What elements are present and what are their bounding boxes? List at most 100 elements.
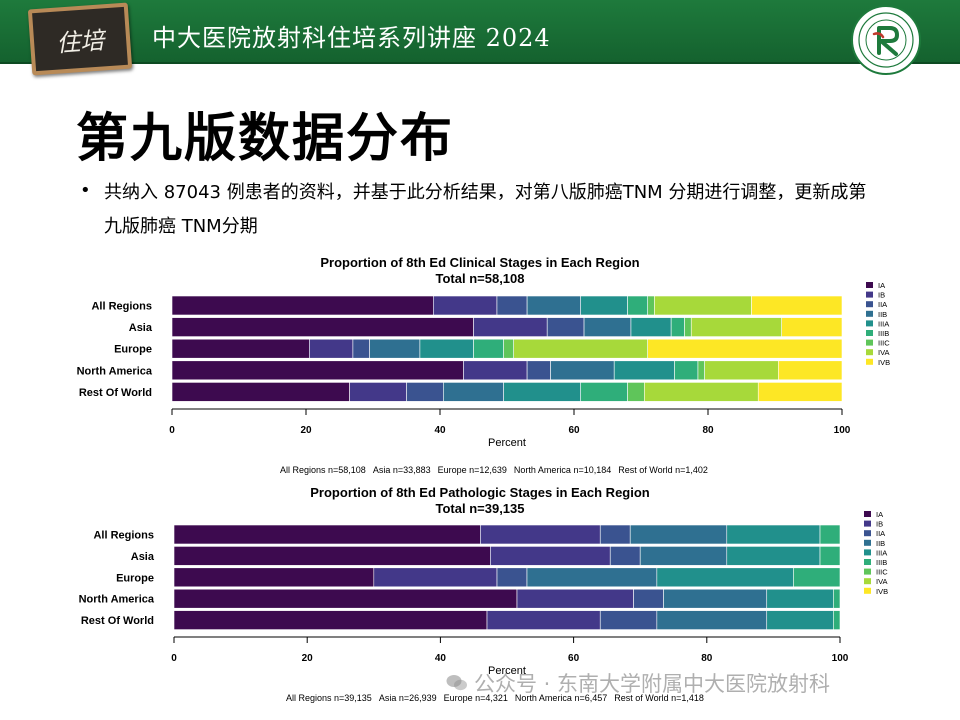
footnote-count: All Regions n=58,108 [280, 465, 366, 475]
legend-label: IB [876, 520, 883, 529]
x-tick-label: 40 [435, 653, 447, 664]
category-label: All Regions [93, 530, 154, 542]
bar-segment-iiib [793, 567, 841, 588]
header-divider [0, 62, 960, 64]
bar-segment-iib [663, 588, 768, 609]
chart-2-title: Proportion of 8th Ed Pathologic Stages i… [310, 485, 650, 500]
bar-segment-iib [526, 567, 658, 588]
legend-label: IIIB [878, 329, 889, 338]
bar-segment-iib [639, 546, 728, 566]
legend-swatch [864, 520, 871, 527]
footnote-count: Asia n=26,939 [378, 693, 437, 703]
legend-swatch [864, 559, 871, 565]
bar-segment-ivb [757, 382, 843, 402]
footnote-count: Rest of World n=1,418 [614, 693, 704, 703]
slide-header [0, 0, 960, 64]
x-tick-label: 20 [300, 425, 312, 436]
legend-swatch [864, 578, 871, 585]
x-axis-label: Percent [488, 437, 526, 449]
legend-swatch [864, 568, 871, 575]
category-label: All Regions [91, 301, 152, 313]
bar-segment-iia [599, 610, 658, 630]
bar-segment-ib [480, 524, 601, 545]
header-title: 中大医院放射科住培系列讲座 2024 [152, 24, 551, 52]
bar-segment-iia [609, 546, 641, 566]
bar-segment-iiib [819, 524, 841, 545]
x-tick-label: 80 [701, 653, 713, 664]
legend-label: IIA [876, 529, 885, 538]
legend-swatch [866, 291, 873, 298]
bar-segment-iia [633, 588, 664, 609]
bar-segment-iiib [833, 610, 841, 630]
watermark: 公众号 · 东南大学附属中大医院放射科 [446, 668, 830, 698]
x-tick-label: 60 [568, 653, 580, 664]
footnote-count: North America n=10,184 [513, 465, 612, 475]
bar-segment-ivb [778, 360, 843, 381]
bar-segment-ivb [751, 295, 843, 316]
legend-label: IA [876, 510, 883, 519]
legend-swatch [864, 530, 871, 537]
bar-segment-iiia [656, 567, 794, 588]
footnote-count: Asia n=33,883 [372, 465, 431, 475]
bar-segment-iib [656, 610, 768, 630]
category-label: North America [77, 365, 153, 377]
category-label: Rest Of World [79, 387, 152, 399]
legend-label: IVA [878, 348, 890, 357]
bar-segment-ia [173, 588, 518, 609]
legend-label: IVA [876, 577, 888, 586]
bullet-text: 共纳入 87043 例患者的资料，并基于此分析结果，对第八版肺癌TNM 分期进行… [104, 182, 867, 237]
legend-label: IB [878, 291, 885, 300]
legend-label: IVB [876, 587, 888, 596]
bar-segment-iiia [726, 524, 821, 545]
bar-segment-ib [486, 610, 601, 630]
bar-segment-ia [173, 610, 488, 630]
bar-segment-iib [629, 524, 728, 545]
x-tick-label: 0 [169, 425, 175, 436]
legend-swatch [866, 282, 873, 288]
chart-2-footnote: All Regions n=39,135 Asia n=26,939 Europe … [286, 693, 711, 703]
bar-segment-ia [173, 567, 375, 588]
bar-segment-ia [173, 524, 481, 545]
legend-label: IIIB [876, 558, 887, 567]
legend-label: IIIC [876, 568, 888, 577]
bar-segment-ib [516, 588, 634, 609]
x-tick-label: 40 [434, 425, 446, 436]
legend-swatch [864, 539, 871, 546]
legend-label: IIIA [876, 548, 887, 557]
legend-swatch [864, 549, 871, 556]
category-label: Asia [129, 322, 153, 334]
legend-swatch [866, 320, 873, 327]
legend-label: IVB [878, 358, 890, 367]
bar-segment-ib [490, 546, 611, 566]
legend-label: IIIA [878, 319, 889, 328]
legend-label: IIIC [878, 339, 890, 348]
footnote-count: Europe n=4,321 [443, 693, 508, 703]
category-label: Europe [116, 572, 154, 584]
chart-1-subtitle: Total n=58,108 [435, 271, 525, 286]
bar-segment-ia [173, 546, 491, 566]
bar-segment-iiib [819, 546, 841, 566]
legend-label: IA [878, 281, 885, 290]
bar-segment-iiia [726, 546, 821, 566]
bullet-dot: • [80, 180, 91, 201]
legend-swatch [866, 330, 873, 336]
x-tick-label: 0 [171, 653, 177, 664]
legend-swatch [864, 587, 871, 594]
bar-segment-ivb [647, 338, 843, 359]
legend-swatch [866, 358, 873, 365]
x-tick-label: 100 [832, 653, 849, 664]
legend-swatch [866, 349, 873, 356]
legend-swatch [866, 301, 873, 308]
x-tick-label: 80 [702, 425, 714, 436]
x-tick-label: 60 [568, 425, 580, 436]
bar-segment-ib [373, 567, 498, 588]
legend-swatch [864, 511, 871, 517]
x-tick-label: 100 [834, 425, 851, 436]
wechat-icon [446, 675, 467, 691]
category-label: Asia [131, 551, 155, 563]
bar-segment-iiia [766, 610, 834, 630]
category-label: North America [79, 594, 155, 606]
legend-label: IIA [878, 300, 887, 309]
